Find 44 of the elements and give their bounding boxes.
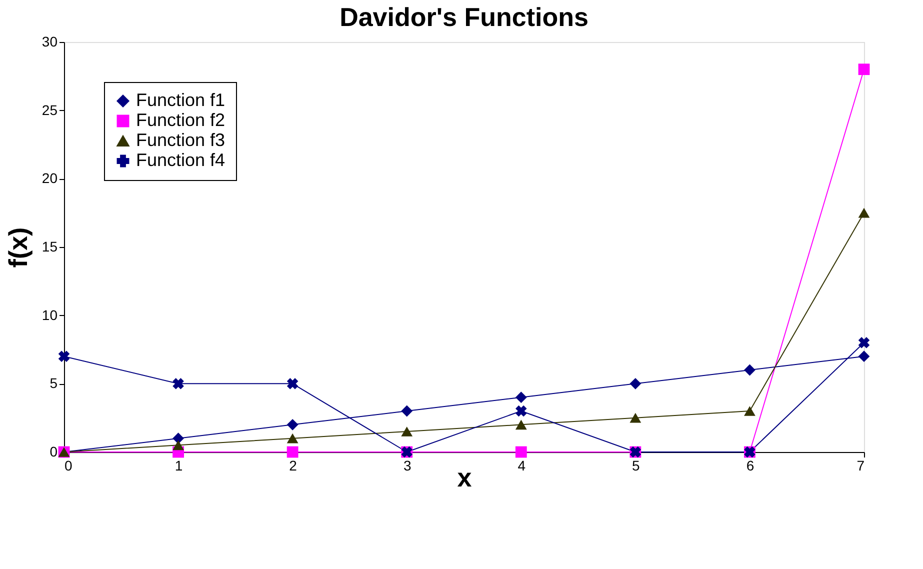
point bbox=[286, 378, 298, 390]
point bbox=[858, 337, 870, 348]
legend-label: Function f4 bbox=[136, 150, 226, 170]
x-tick-label: 0 bbox=[64, 458, 72, 474]
point bbox=[286, 418, 298, 430]
point bbox=[515, 420, 527, 430]
point bbox=[630, 378, 642, 390]
legend-label: Function f3 bbox=[136, 130, 226, 150]
x-tick-label: 3 bbox=[403, 458, 412, 474]
x-tick-label: 6 bbox=[746, 458, 754, 474]
point bbox=[401, 426, 413, 436]
y-tick-label: 25 bbox=[42, 102, 58, 118]
point bbox=[515, 446, 527, 458]
x-tick-label: 7 bbox=[856, 458, 865, 474]
point bbox=[858, 350, 870, 362]
y-tick-label: 20 bbox=[42, 170, 58, 186]
x-axis-title: x bbox=[457, 462, 472, 492]
x-tick-label: 1 bbox=[174, 458, 183, 474]
chart-title: Davidor's Functions bbox=[340, 2, 588, 32]
x-tick-label: 5 bbox=[632, 458, 640, 474]
y-tick-label: 30 bbox=[42, 34, 58, 50]
point bbox=[172, 432, 184, 444]
point bbox=[172, 378, 184, 390]
x-tick-label: 2 bbox=[289, 458, 298, 474]
point bbox=[286, 433, 298, 444]
point bbox=[858, 208, 870, 218]
y-tick-label: 15 bbox=[42, 238, 58, 254]
x-tick-label: 4 bbox=[518, 458, 526, 474]
point bbox=[516, 405, 527, 417]
y-tick-label: 10 bbox=[42, 306, 58, 323]
point bbox=[58, 350, 70, 362]
y-axis-title: f(x) bbox=[2, 227, 33, 268]
point bbox=[744, 406, 756, 416]
legend-label: Function f1 bbox=[136, 90, 226, 110]
y-tick-label: 5 bbox=[50, 375, 58, 392]
point bbox=[172, 440, 184, 450]
point bbox=[401, 405, 413, 417]
point bbox=[744, 364, 756, 376]
point bbox=[858, 64, 870, 76]
point bbox=[630, 412, 642, 423]
legend-label: Function f2 bbox=[136, 110, 226, 130]
point bbox=[286, 446, 298, 458]
point bbox=[515, 392, 527, 404]
y-tick-label: 0 bbox=[50, 444, 58, 460]
